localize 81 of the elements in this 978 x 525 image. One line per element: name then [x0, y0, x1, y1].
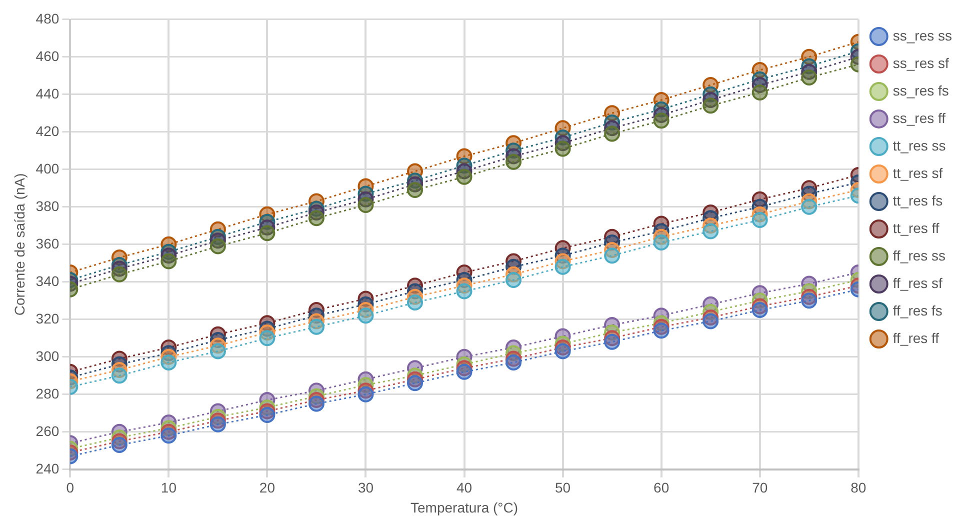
point [111, 437, 128, 454]
legend-label: ff_res fs [892, 302, 942, 318]
point [456, 283, 472, 300]
point [604, 248, 620, 264]
x-tick-label: 10 [160, 480, 177, 496]
point [456, 168, 472, 185]
legend-label: tt_res fs [892, 192, 943, 208]
x-tick-label: 70 [752, 480, 768, 496]
point [752, 84, 768, 101]
point [160, 354, 177, 371]
point [210, 343, 226, 360]
point [702, 98, 719, 114]
x-tick-label: 40 [456, 480, 472, 496]
y-tick-label: 480 [36, 10, 60, 26]
x-tick-label: 30 [358, 480, 374, 496]
x-tick-label: 50 [555, 480, 571, 496]
legend-label: ss_res fs [892, 82, 949, 98]
y-tick-label: 380 [36, 198, 60, 214]
point [358, 308, 374, 324]
legend-label: ff_res ss [892, 247, 946, 264]
legend-label: ff_res sf [892, 274, 943, 291]
point [358, 197, 374, 214]
point [801, 198, 818, 215]
y-tick-label: 440 [36, 85, 60, 102]
point [259, 330, 276, 346]
x-tick-label: 80 [850, 480, 866, 496]
point [407, 375, 424, 392]
point [259, 407, 276, 424]
point [407, 294, 424, 311]
y-tick-label: 260 [36, 422, 60, 439]
y-tick-label: 340 [36, 272, 60, 289]
x-tick-label: 20 [259, 480, 276, 496]
x-axis-title: Temperatura (°C) [410, 499, 518, 516]
point [752, 212, 768, 228]
point [554, 258, 571, 275]
x-tick-label: 60 [654, 480, 670, 496]
x-tick-label: 0 [66, 480, 74, 496]
point [160, 428, 177, 444]
point [308, 396, 324, 412]
y-tick-label: 240 [36, 460, 60, 476]
legend-label: ss_res ss [892, 27, 952, 44]
legend-label: ss_res sf [892, 54, 949, 71]
point [702, 223, 719, 240]
y-tick-label: 280 [36, 385, 60, 402]
point [653, 322, 670, 339]
point [801, 292, 818, 309]
point [111, 266, 128, 282]
point [407, 182, 424, 198]
point [308, 318, 324, 335]
point [506, 154, 522, 170]
point [653, 112, 670, 129]
point [160, 253, 177, 270]
y-tick-label: 300 [36, 348, 60, 364]
point [308, 210, 324, 226]
point [801, 70, 818, 86]
y-axis-title: Corrente de saída (nA) [11, 173, 28, 316]
point [259, 225, 276, 242]
legend-label: ss_res ff [892, 110, 946, 126]
y-tick-label: 320 [36, 310, 60, 326]
point [456, 364, 472, 380]
point [653, 234, 670, 251]
point [210, 238, 226, 254]
point [604, 126, 620, 142]
point [554, 140, 571, 157]
legend-label: tt_res ff [892, 220, 940, 236]
point [752, 302, 768, 318]
y-tick-label: 360 [36, 235, 60, 252]
y-tick-label: 460 [36, 48, 60, 64]
legend-label: tt_res sf [892, 164, 943, 181]
point [604, 334, 620, 350]
y-tick-label: 420 [36, 122, 60, 139]
legend-label: ff_res ff [892, 330, 940, 346]
point [506, 354, 522, 371]
legend-label: tt_res ss [892, 137, 946, 154]
point [702, 313, 719, 330]
point [210, 416, 226, 432]
y-tick-label: 400 [36, 160, 60, 176]
point [554, 343, 571, 360]
point [111, 368, 128, 384]
point [506, 272, 522, 288]
point [358, 386, 374, 402]
